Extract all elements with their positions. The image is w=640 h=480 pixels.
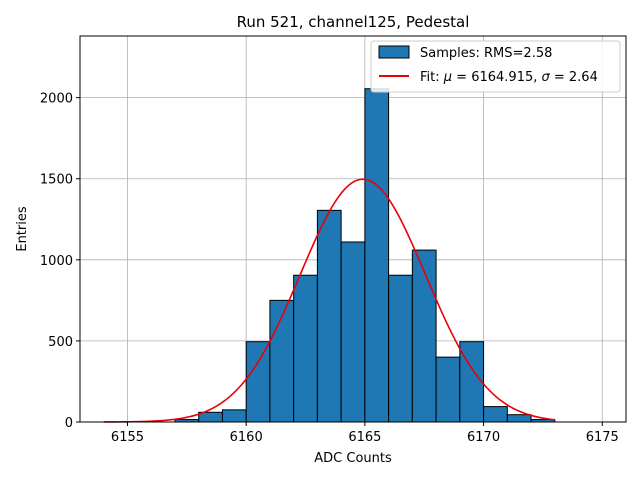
ticks-layer: 6155 6160 6165 6170 6175 0 500 1000 1500 2000 — [40, 92, 619, 445]
histogram-bar — [340, 241, 366, 423]
fit-layer — [103, 178, 555, 423]
histogram-bar — [316, 209, 342, 423]
legend-label-fit: Fit: μ = 6164.915, σ = 2.64 — [420, 70, 598, 85]
histogram-bar — [506, 414, 532, 423]
histogram-bar — [364, 88, 390, 423]
y-tick-label: 500 — [48, 335, 73, 350]
y-tick-label: 2000 — [40, 92, 73, 107]
histogram-bar — [483, 406, 508, 423]
legend: Samples: RMS=2.58 Fit: μ = 6164.915, σ =… — [370, 40, 621, 93]
histogram-bar — [245, 341, 271, 423]
x-tick-label: 6155 — [111, 430, 144, 445]
legend-box — [370, 40, 621, 93]
histogram-bar — [388, 274, 413, 423]
histogram-bar — [293, 274, 318, 423]
legend-label-samples: Samples: RMS=2.58 — [420, 46, 552, 61]
x-tick-label: 6175 — [586, 430, 619, 445]
fit-curve — [103, 178, 555, 423]
x-axis-label: ADC Counts — [314, 451, 392, 466]
histogram-bar — [221, 409, 247, 423]
legend-swatch-samples — [378, 45, 410, 59]
plot-frame — [79, 35, 627, 423]
x-tick-label: 6160 — [230, 430, 263, 445]
y-tick-label: 1000 — [40, 254, 73, 269]
chart-title: Run 521, channel125, Pedestal — [237, 13, 470, 31]
x-tick-label: 6170 — [467, 430, 500, 445]
histogram-bar — [435, 356, 461, 423]
x-tick-label: 6165 — [348, 430, 381, 445]
histogram-bar — [411, 249, 437, 423]
y-tick-label: 0 — [65, 416, 73, 431]
y-axis-label: Entries — [15, 206, 30, 252]
y-tick-label: 1500 — [40, 173, 73, 188]
